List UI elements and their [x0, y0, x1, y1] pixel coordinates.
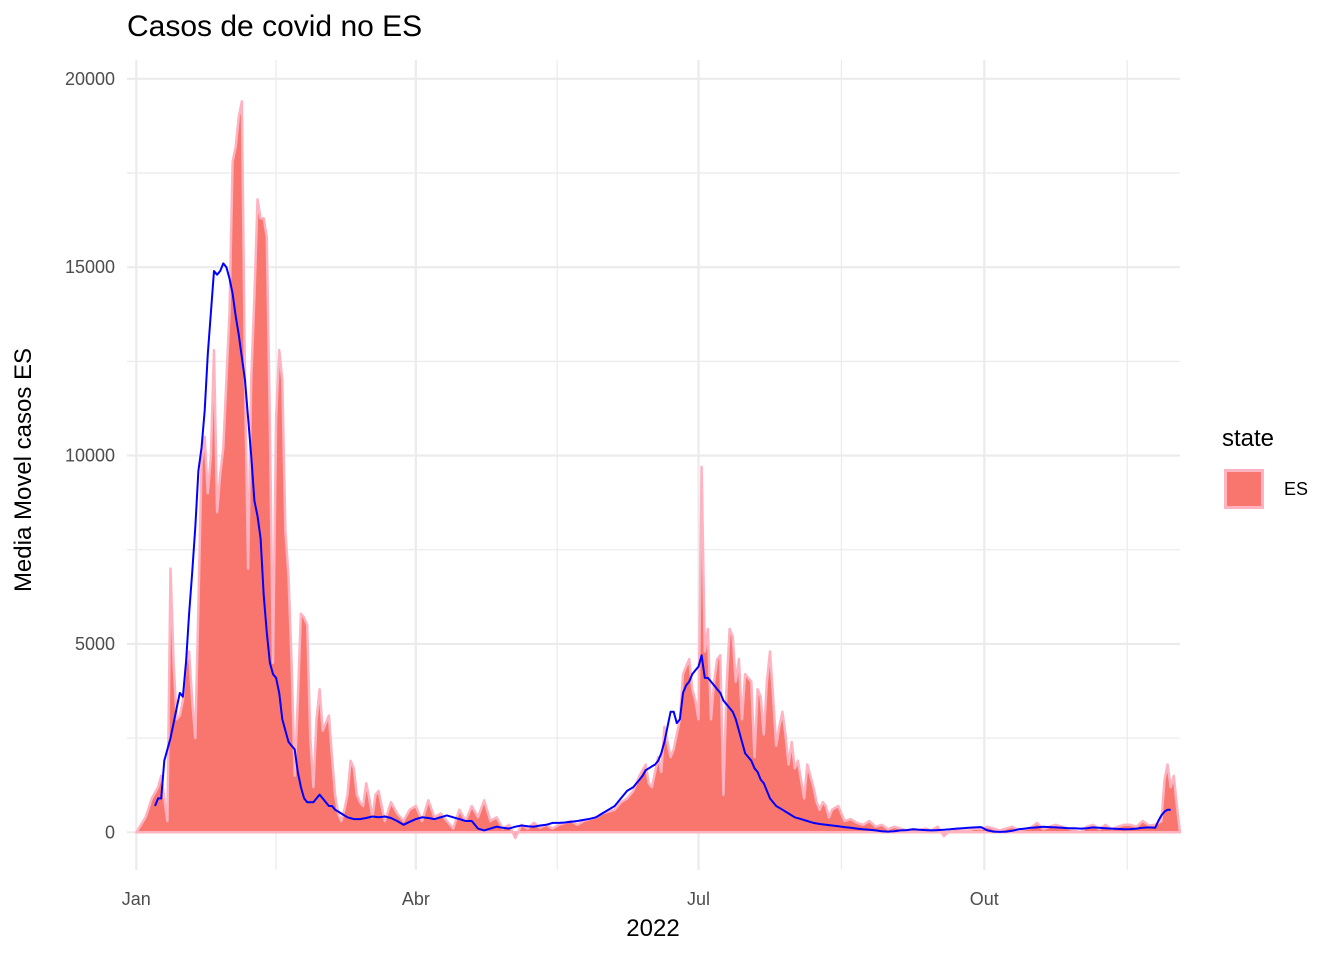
y-tick-label: 20000 — [65, 69, 115, 89]
daily-cases-area — [135, 100, 1182, 840]
y-tick-label: 0 — [105, 822, 115, 842]
x-tick-label: Abr — [402, 889, 430, 909]
y-tick-label: 10000 — [65, 446, 115, 466]
legend-swatch — [1224, 469, 1264, 509]
tick-label-layer: 0 5000 10000 15000 20000 Jan Abr Jul Out — [65, 69, 999, 909]
moving-average-line — [154, 262, 1171, 833]
y-tick-label: 15000 — [65, 257, 115, 277]
data-layer — [135, 100, 1182, 840]
legend: state ES — [1222, 425, 1308, 509]
y-tick-label: 5000 — [75, 634, 115, 654]
x-axis-title: 2022 — [626, 915, 680, 942]
x-tick-label: Out — [970, 889, 999, 909]
legend-item-es: ES — [1222, 467, 1342, 517]
legend-label: ES — [1284, 479, 1309, 499]
x-tick-label: Jul — [687, 889, 710, 909]
chart-title: Casos de covid no ES — [127, 10, 423, 43]
x-tick-label: Jan — [122, 889, 151, 909]
legend-title: state — [1222, 425, 1275, 452]
